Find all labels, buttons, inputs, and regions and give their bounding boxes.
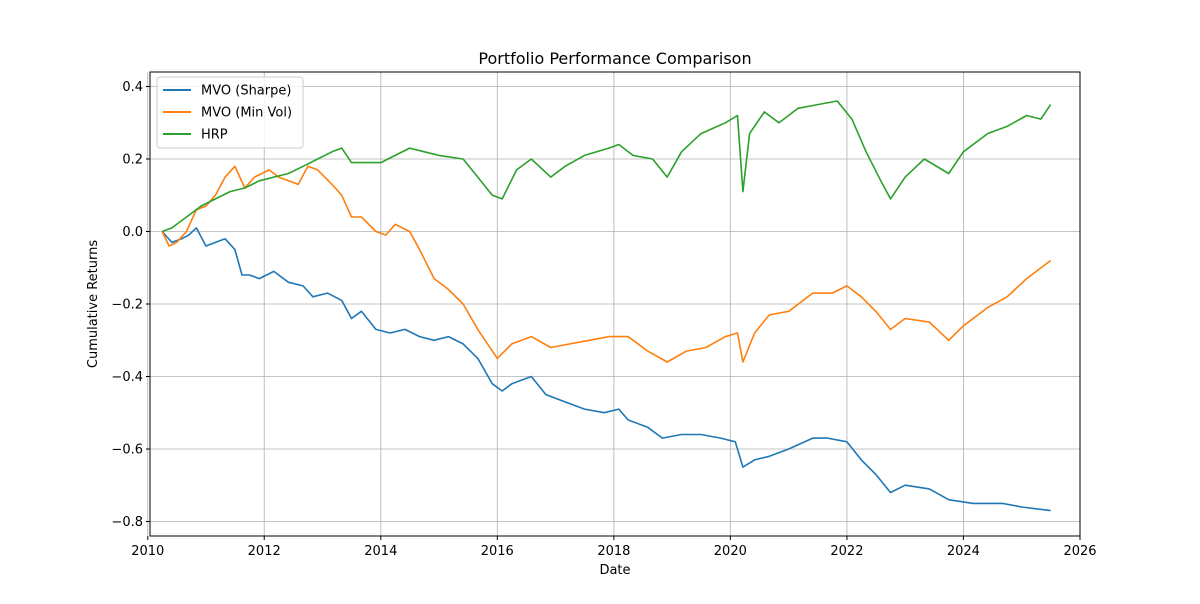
- x-tick-label: 2018: [597, 544, 630, 559]
- legend-label: MVO (Sharpe): [201, 84, 291, 99]
- y-axis-label: Cumulative Returns: [86, 240, 101, 368]
- series-line-mvo-sharpe: [161, 227, 1051, 512]
- x-tick-label: 2020: [714, 544, 747, 559]
- x-tick-label: 2012: [248, 544, 281, 559]
- axis-ticks: 2010 2012 2014 2016 2018 2020 2022 2024 2026 0.4 0…: [111, 80, 1096, 559]
- legend-label: MVO (Min Vol): [201, 106, 292, 121]
- y-tick-label: 0.2: [122, 153, 143, 168]
- series-lines: [161, 100, 1052, 512]
- x-tick-label: 2010: [131, 544, 164, 559]
- x-tick-label: 2026: [1063, 544, 1096, 559]
- series-line-mvo-min-vol: [161, 165, 1052, 363]
- y-tick-label: 0.0: [122, 225, 143, 240]
- x-tick-label: 2014: [364, 544, 397, 559]
- x-axis-label: Date: [599, 563, 630, 578]
- x-tick-label: 2024: [947, 544, 980, 559]
- y-tick-label: −0.8: [111, 515, 143, 530]
- y-tick-label: −0.4: [111, 370, 143, 385]
- x-tick-label: 2016: [481, 544, 514, 559]
- y-tick-label: −0.6: [111, 443, 143, 458]
- series-line-hrp: [161, 100, 1052, 233]
- y-tick-label: 0.4: [122, 80, 143, 95]
- y-tick-label: −0.2: [111, 298, 143, 313]
- legend-box: [156, 76, 304, 149]
- legend: MVO (Sharpe) MVO (Min Vol) HRP: [156, 76, 304, 149]
- legend-label: HRP: [201, 128, 228, 143]
- chart-title: Portfolio Performance Comparison: [478, 49, 751, 68]
- x-tick-label: 2022: [830, 544, 863, 559]
